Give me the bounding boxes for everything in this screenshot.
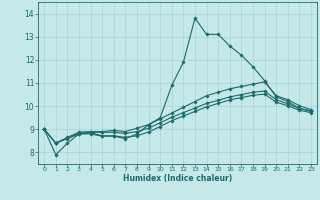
X-axis label: Humidex (Indice chaleur): Humidex (Indice chaleur) (123, 174, 232, 183)
